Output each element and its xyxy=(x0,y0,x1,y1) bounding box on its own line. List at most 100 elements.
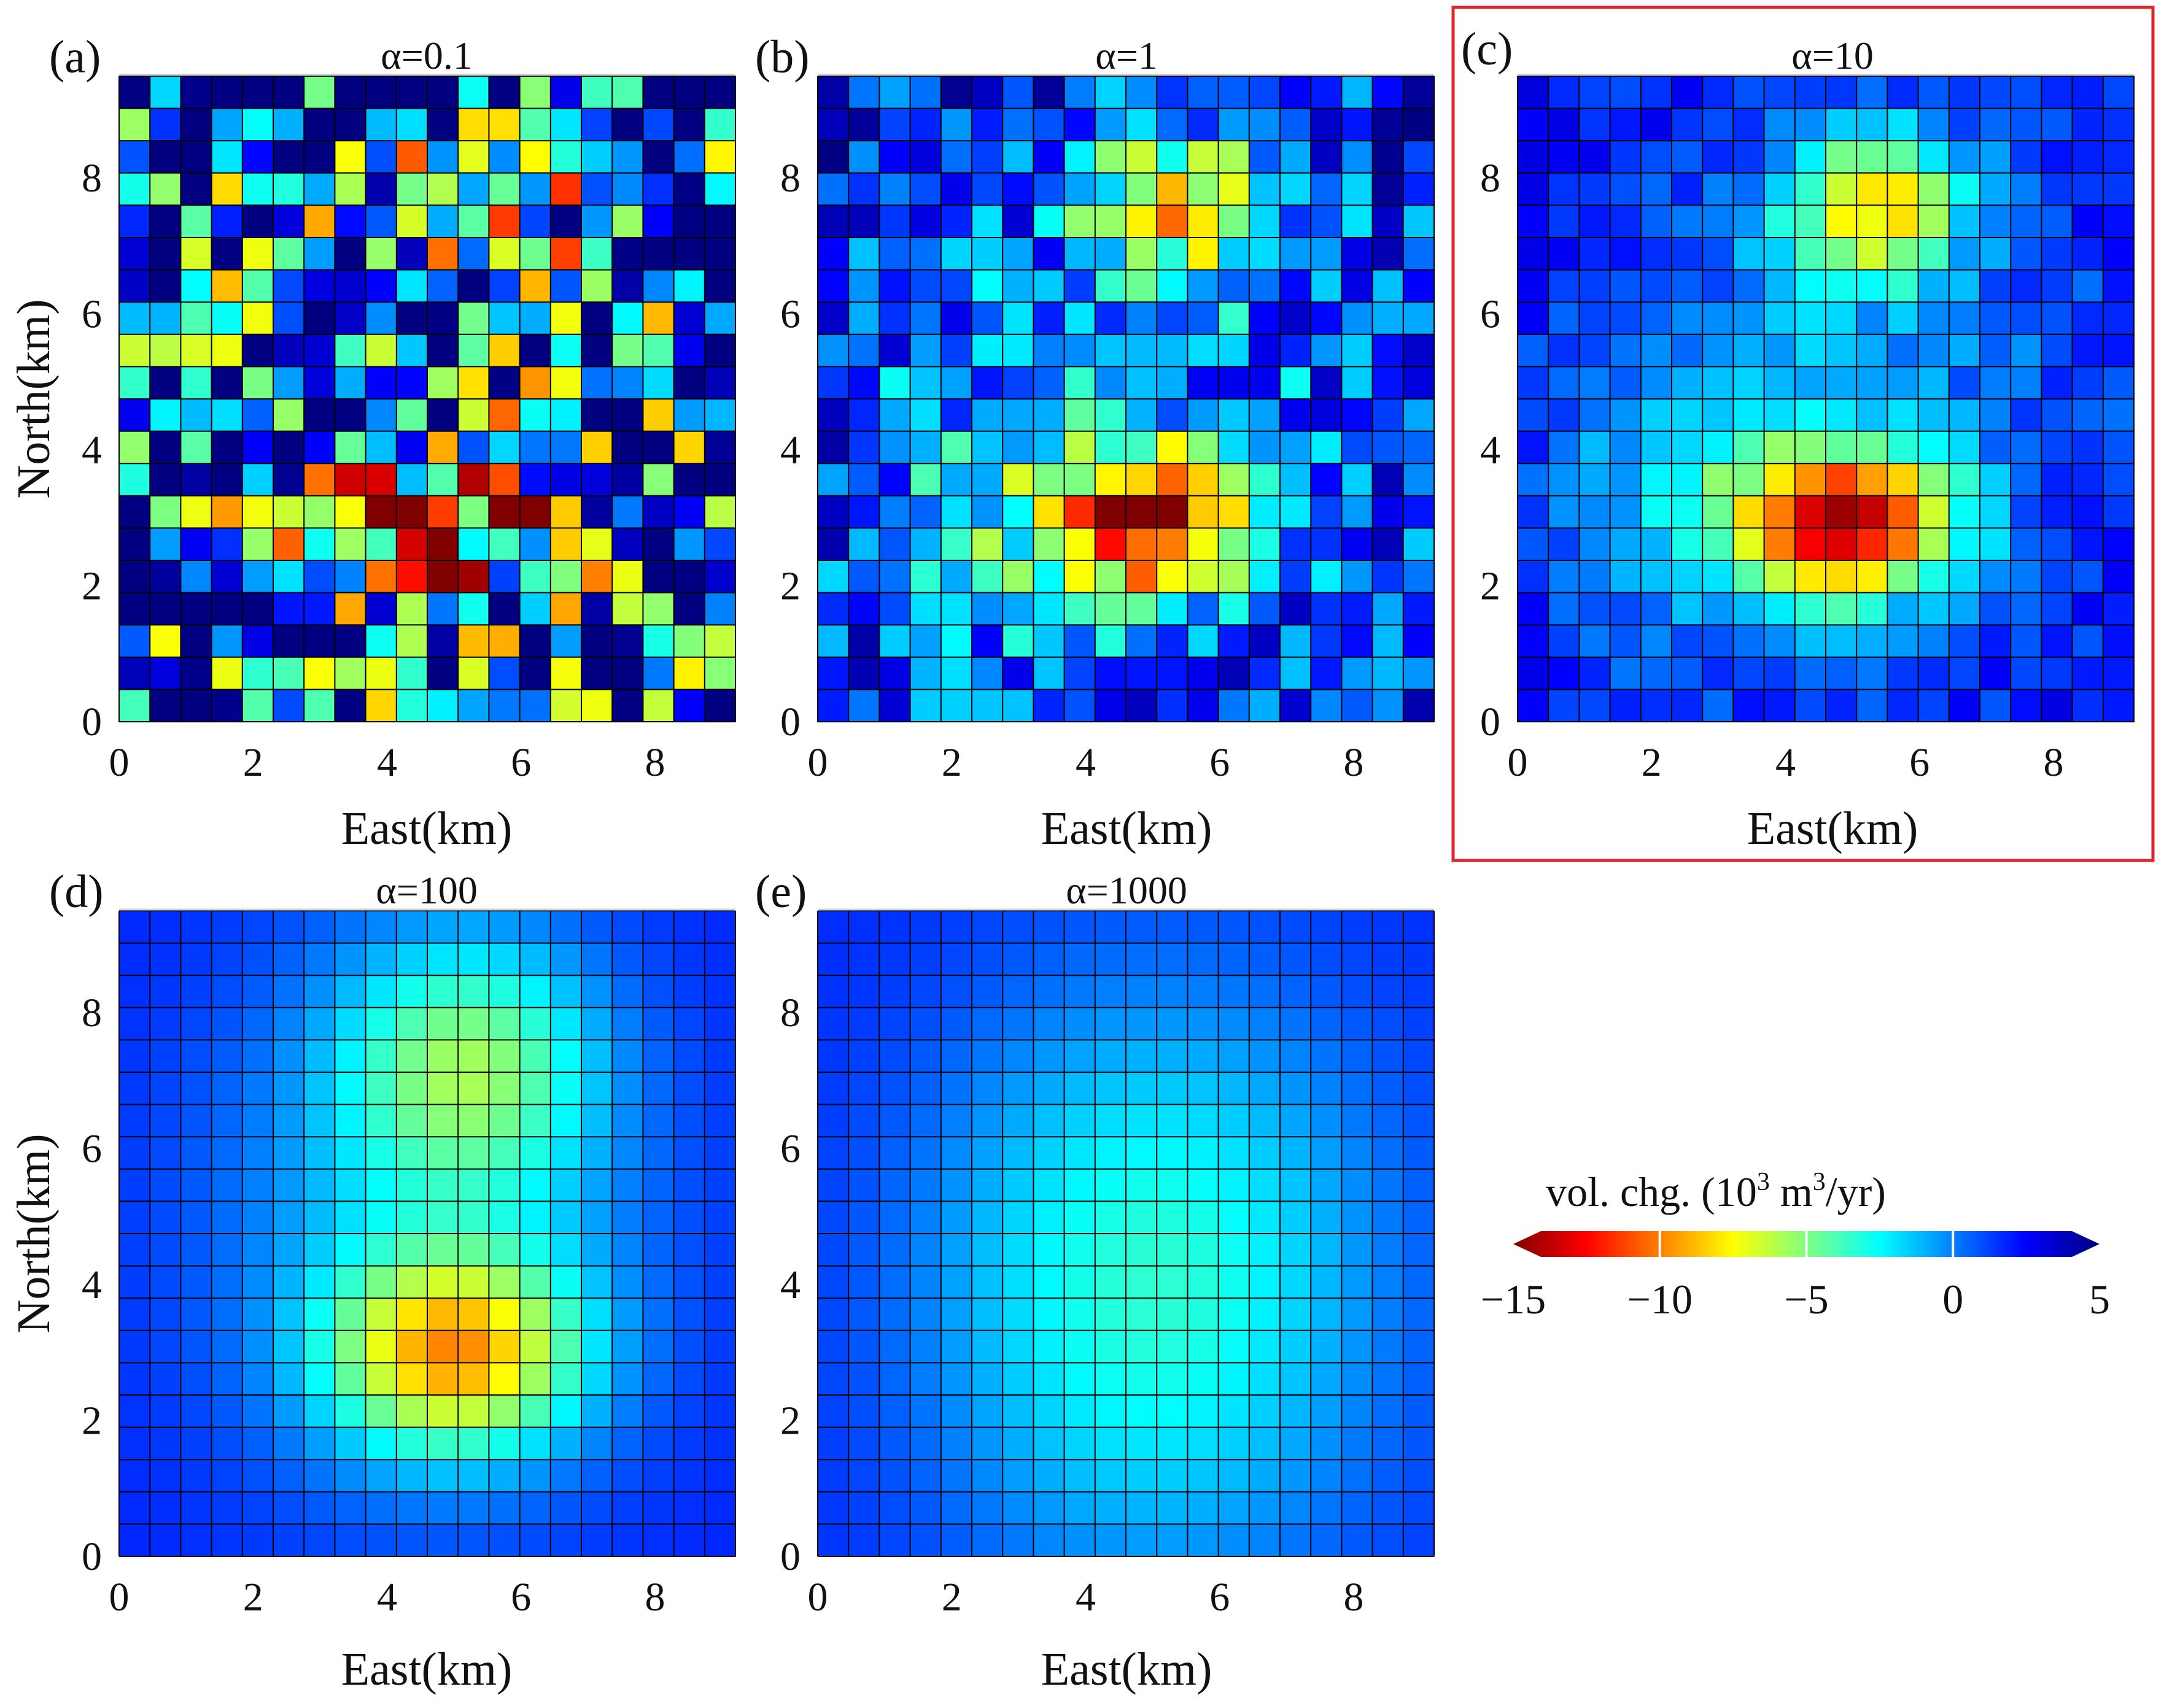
heatmap-cell xyxy=(304,975,335,1008)
heatmap-cell xyxy=(1187,1201,1219,1234)
heatmap-cell xyxy=(673,431,705,464)
heatmap-cell xyxy=(1764,592,1796,625)
heatmap-cell xyxy=(612,975,643,1008)
heatmap-cell xyxy=(1095,528,1127,561)
heatmap-cell xyxy=(2072,399,2104,432)
heatmap-cell xyxy=(519,108,551,141)
heatmap-cell xyxy=(972,1137,1003,1170)
heatmap-cell xyxy=(119,1007,150,1040)
heatmap-cell xyxy=(1064,689,1096,722)
heatmap-cell xyxy=(643,205,675,238)
heatmap-cell xyxy=(365,975,397,1008)
heatmap-cell xyxy=(489,1524,521,1557)
heatmap-cell xyxy=(396,76,428,109)
heatmap-cell xyxy=(1033,1234,1065,1267)
y-tick-label: 0 xyxy=(1480,700,1500,744)
heatmap-cell xyxy=(1548,269,1580,303)
heatmap-cell xyxy=(489,238,521,271)
heatmap-cell xyxy=(489,399,521,432)
heatmap-cell xyxy=(211,269,243,303)
heatmap-cell xyxy=(1218,1104,1250,1137)
heatmap-cell xyxy=(940,172,972,206)
heatmap-cell xyxy=(365,592,397,625)
heatmap-cell xyxy=(972,1298,1003,1331)
heatmap-cell xyxy=(273,625,304,658)
heatmap-cell xyxy=(119,399,150,432)
heatmap-cell xyxy=(1280,205,1311,238)
heatmap-cell xyxy=(1794,625,1826,658)
heatmap-cell xyxy=(704,1234,736,1267)
heatmap-cell xyxy=(211,172,243,206)
heatmap-cell xyxy=(396,1234,428,1267)
heatmap-cell xyxy=(1311,1040,1342,1073)
heatmap-cell xyxy=(1187,1234,1219,1267)
heatmap-cell xyxy=(335,399,366,432)
heatmap-cell xyxy=(242,1362,274,1396)
heatmap-cell xyxy=(1157,592,1188,625)
heatmap-cell xyxy=(1095,1427,1127,1460)
heatmap-cell xyxy=(1249,1104,1281,1137)
heatmap-cell xyxy=(1157,172,1188,206)
heatmap-cell xyxy=(848,1137,880,1170)
heatmap-cell xyxy=(1403,1330,1435,1363)
heatmap-cell xyxy=(2103,172,2135,206)
heatmap-cell xyxy=(550,431,582,464)
heatmap-cell xyxy=(1826,495,1857,528)
heatmap-cell xyxy=(1341,431,1373,464)
heatmap-cell xyxy=(1918,463,1950,497)
heatmap-cell xyxy=(940,431,972,464)
heatmap-cell xyxy=(848,399,880,432)
heatmap-cell xyxy=(1856,302,1888,335)
y-tick-label: 0 xyxy=(780,1534,801,1579)
heatmap-cell xyxy=(396,1362,428,1396)
y-tick-label: 4 xyxy=(780,428,801,473)
heatmap-cell xyxy=(1826,657,1857,690)
heatmap-cell xyxy=(150,1330,181,1363)
heatmap-cell xyxy=(1126,943,1157,976)
heatmap-cell xyxy=(396,1524,428,1557)
heatmap-cell xyxy=(1126,76,1157,109)
heatmap-cell xyxy=(1311,1201,1342,1234)
heatmap-cell xyxy=(612,1104,643,1137)
heatmap-cell xyxy=(180,1201,212,1234)
heatmap-cell xyxy=(1856,689,1888,722)
heatmap-cell xyxy=(581,911,613,944)
heatmap-cell xyxy=(1610,238,1642,271)
heatmap-cell xyxy=(519,1524,551,1557)
heatmap-cell xyxy=(1249,205,1281,238)
heatmap-cell xyxy=(1126,1201,1157,1234)
heatmap-cell xyxy=(304,366,335,400)
heatmap-cell xyxy=(1095,302,1127,335)
heatmap-cell xyxy=(1372,975,1404,1008)
heatmap-cell xyxy=(1218,1491,1250,1524)
heatmap-cell xyxy=(1548,463,1580,497)
y-tick-label: 8 xyxy=(1480,156,1500,201)
heatmap-cell xyxy=(150,1040,181,1073)
heatmap-cell xyxy=(1980,657,2011,690)
heatmap-cell xyxy=(304,560,335,593)
heatmap-cell xyxy=(550,625,582,658)
heatmap-cell xyxy=(1887,269,1919,303)
heatmap-cell xyxy=(519,1201,551,1234)
heatmap-cell xyxy=(1640,269,1672,303)
heatmap-cell xyxy=(365,657,397,690)
x-tick-label: 6 xyxy=(1209,1575,1230,1620)
heatmap-cell xyxy=(2103,560,2135,593)
heatmap-cell xyxy=(1064,975,1096,1008)
heatmap-cell xyxy=(1126,366,1157,400)
heatmap-cell xyxy=(1341,592,1373,625)
heatmap-cell xyxy=(427,1104,459,1137)
heatmap-cell xyxy=(427,528,459,561)
heatmap-cell xyxy=(1764,334,1796,367)
heatmap-cell xyxy=(673,334,705,367)
heatmap-cell xyxy=(704,625,736,658)
heatmap-cell xyxy=(242,463,274,497)
x-tick-label: 6 xyxy=(511,740,531,785)
heatmap-cell xyxy=(150,1524,181,1557)
heatmap-cell xyxy=(242,334,274,367)
heatmap-cell xyxy=(1980,269,2011,303)
heatmap-cell xyxy=(1126,1459,1157,1493)
heatmap-cell xyxy=(550,911,582,944)
heatmap-cell xyxy=(489,141,521,174)
